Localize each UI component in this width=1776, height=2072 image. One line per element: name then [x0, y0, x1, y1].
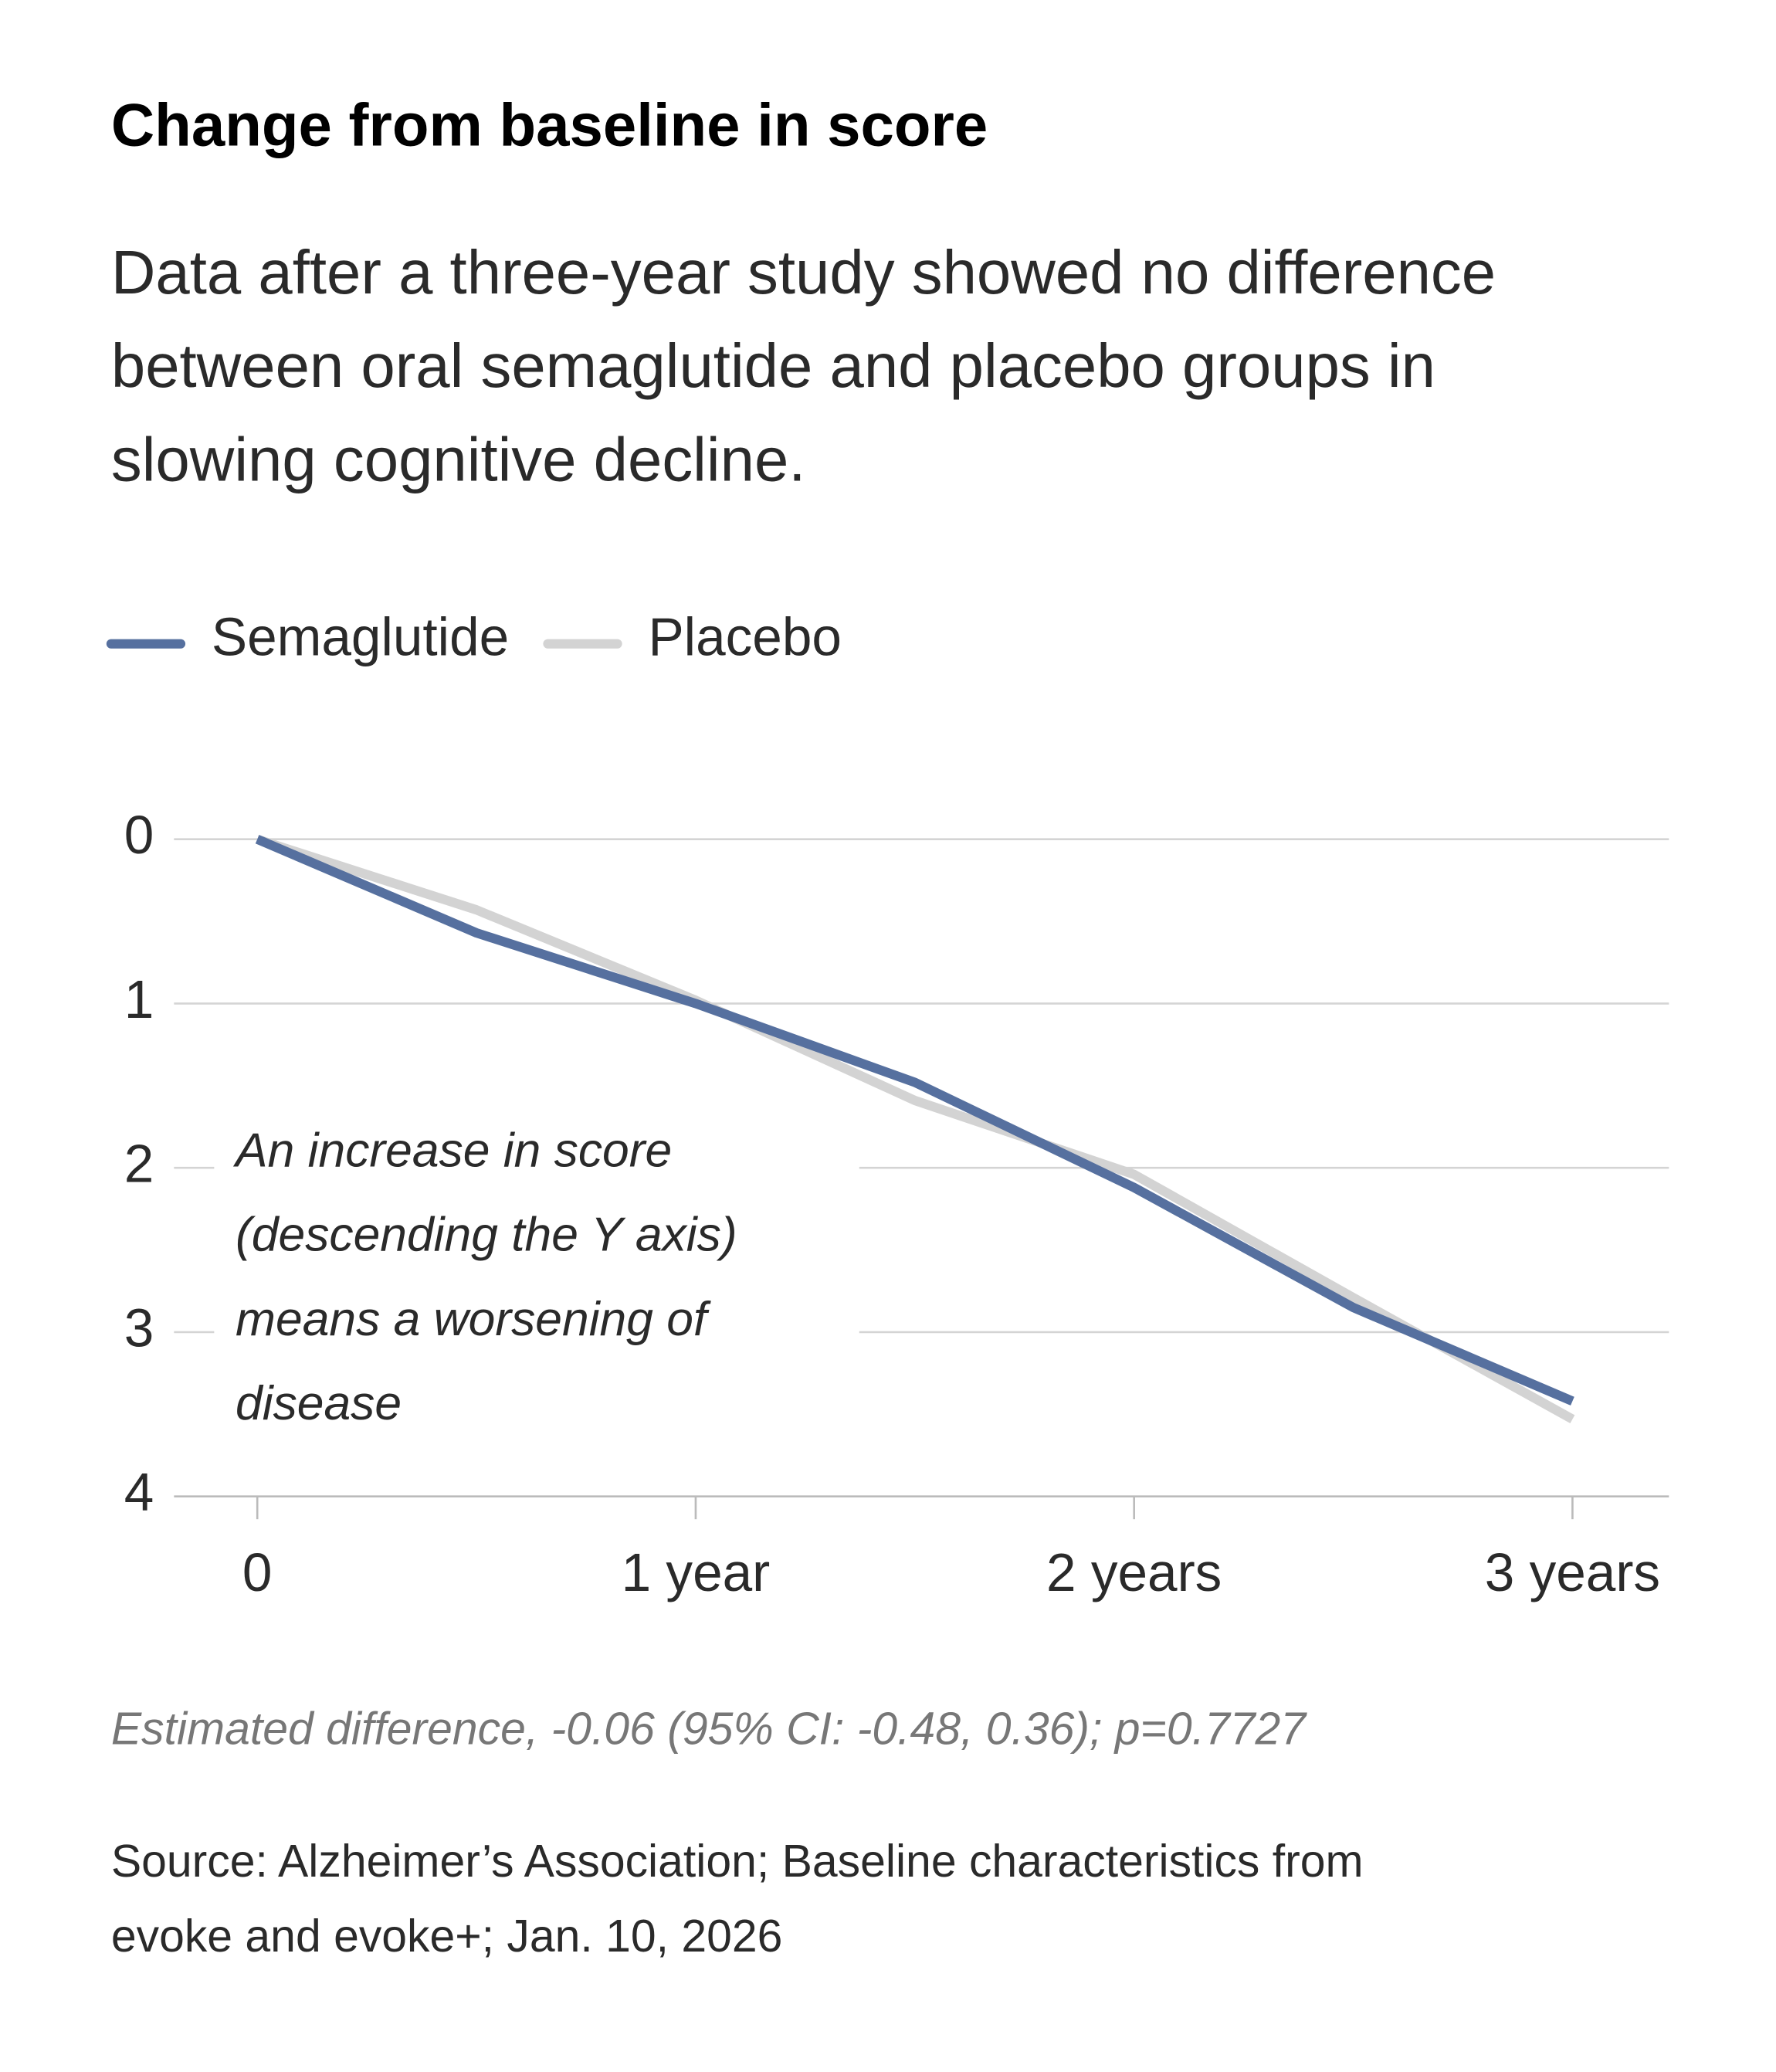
y-tick-label: 4	[124, 1462, 154, 1522]
subtitle: between oral semaglutide and placebo gro…	[111, 331, 1435, 400]
note: Estimated difference, -0.06 (95% CI: -0.…	[111, 1704, 1307, 1754]
y-tick-label: 2	[124, 1134, 154, 1194]
annotation: disease	[236, 1377, 402, 1430]
x-tick-label: 0	[242, 1542, 273, 1602]
y-tick-label: 1	[124, 969, 154, 1029]
x-tick-label: 1 year	[622, 1542, 771, 1602]
series-line	[255, 835, 1574, 1406]
subtitle: slowing cognitive decline.	[111, 425, 806, 493]
chart-title: Change from baseline in score	[111, 91, 988, 159]
subtitle: Data after a three-year study showed no …	[111, 238, 1496, 307]
legend-label: Semaglutide	[212, 607, 509, 667]
annotation: means a worsening of	[236, 1293, 711, 1346]
annotation-background	[214, 1117, 859, 1446]
source: evoke and evoke+; Jan. 10, 2026	[111, 1911, 783, 1962]
y-tick-label: 0	[124, 805, 154, 865]
x-tick-label: 2 years	[1046, 1542, 1222, 1602]
x-tick-label: 3 years	[1485, 1542, 1660, 1602]
annotation: An increase in score	[232, 1124, 672, 1178]
legend-label: Placebo	[648, 607, 841, 667]
y-tick-label: 3	[124, 1297, 154, 1358]
annotation: (descending the Y axis)	[236, 1209, 737, 1262]
source: Source: Alzheimer’s Association; Baselin…	[111, 1836, 1364, 1887]
series-line	[256, 834, 1575, 1424]
